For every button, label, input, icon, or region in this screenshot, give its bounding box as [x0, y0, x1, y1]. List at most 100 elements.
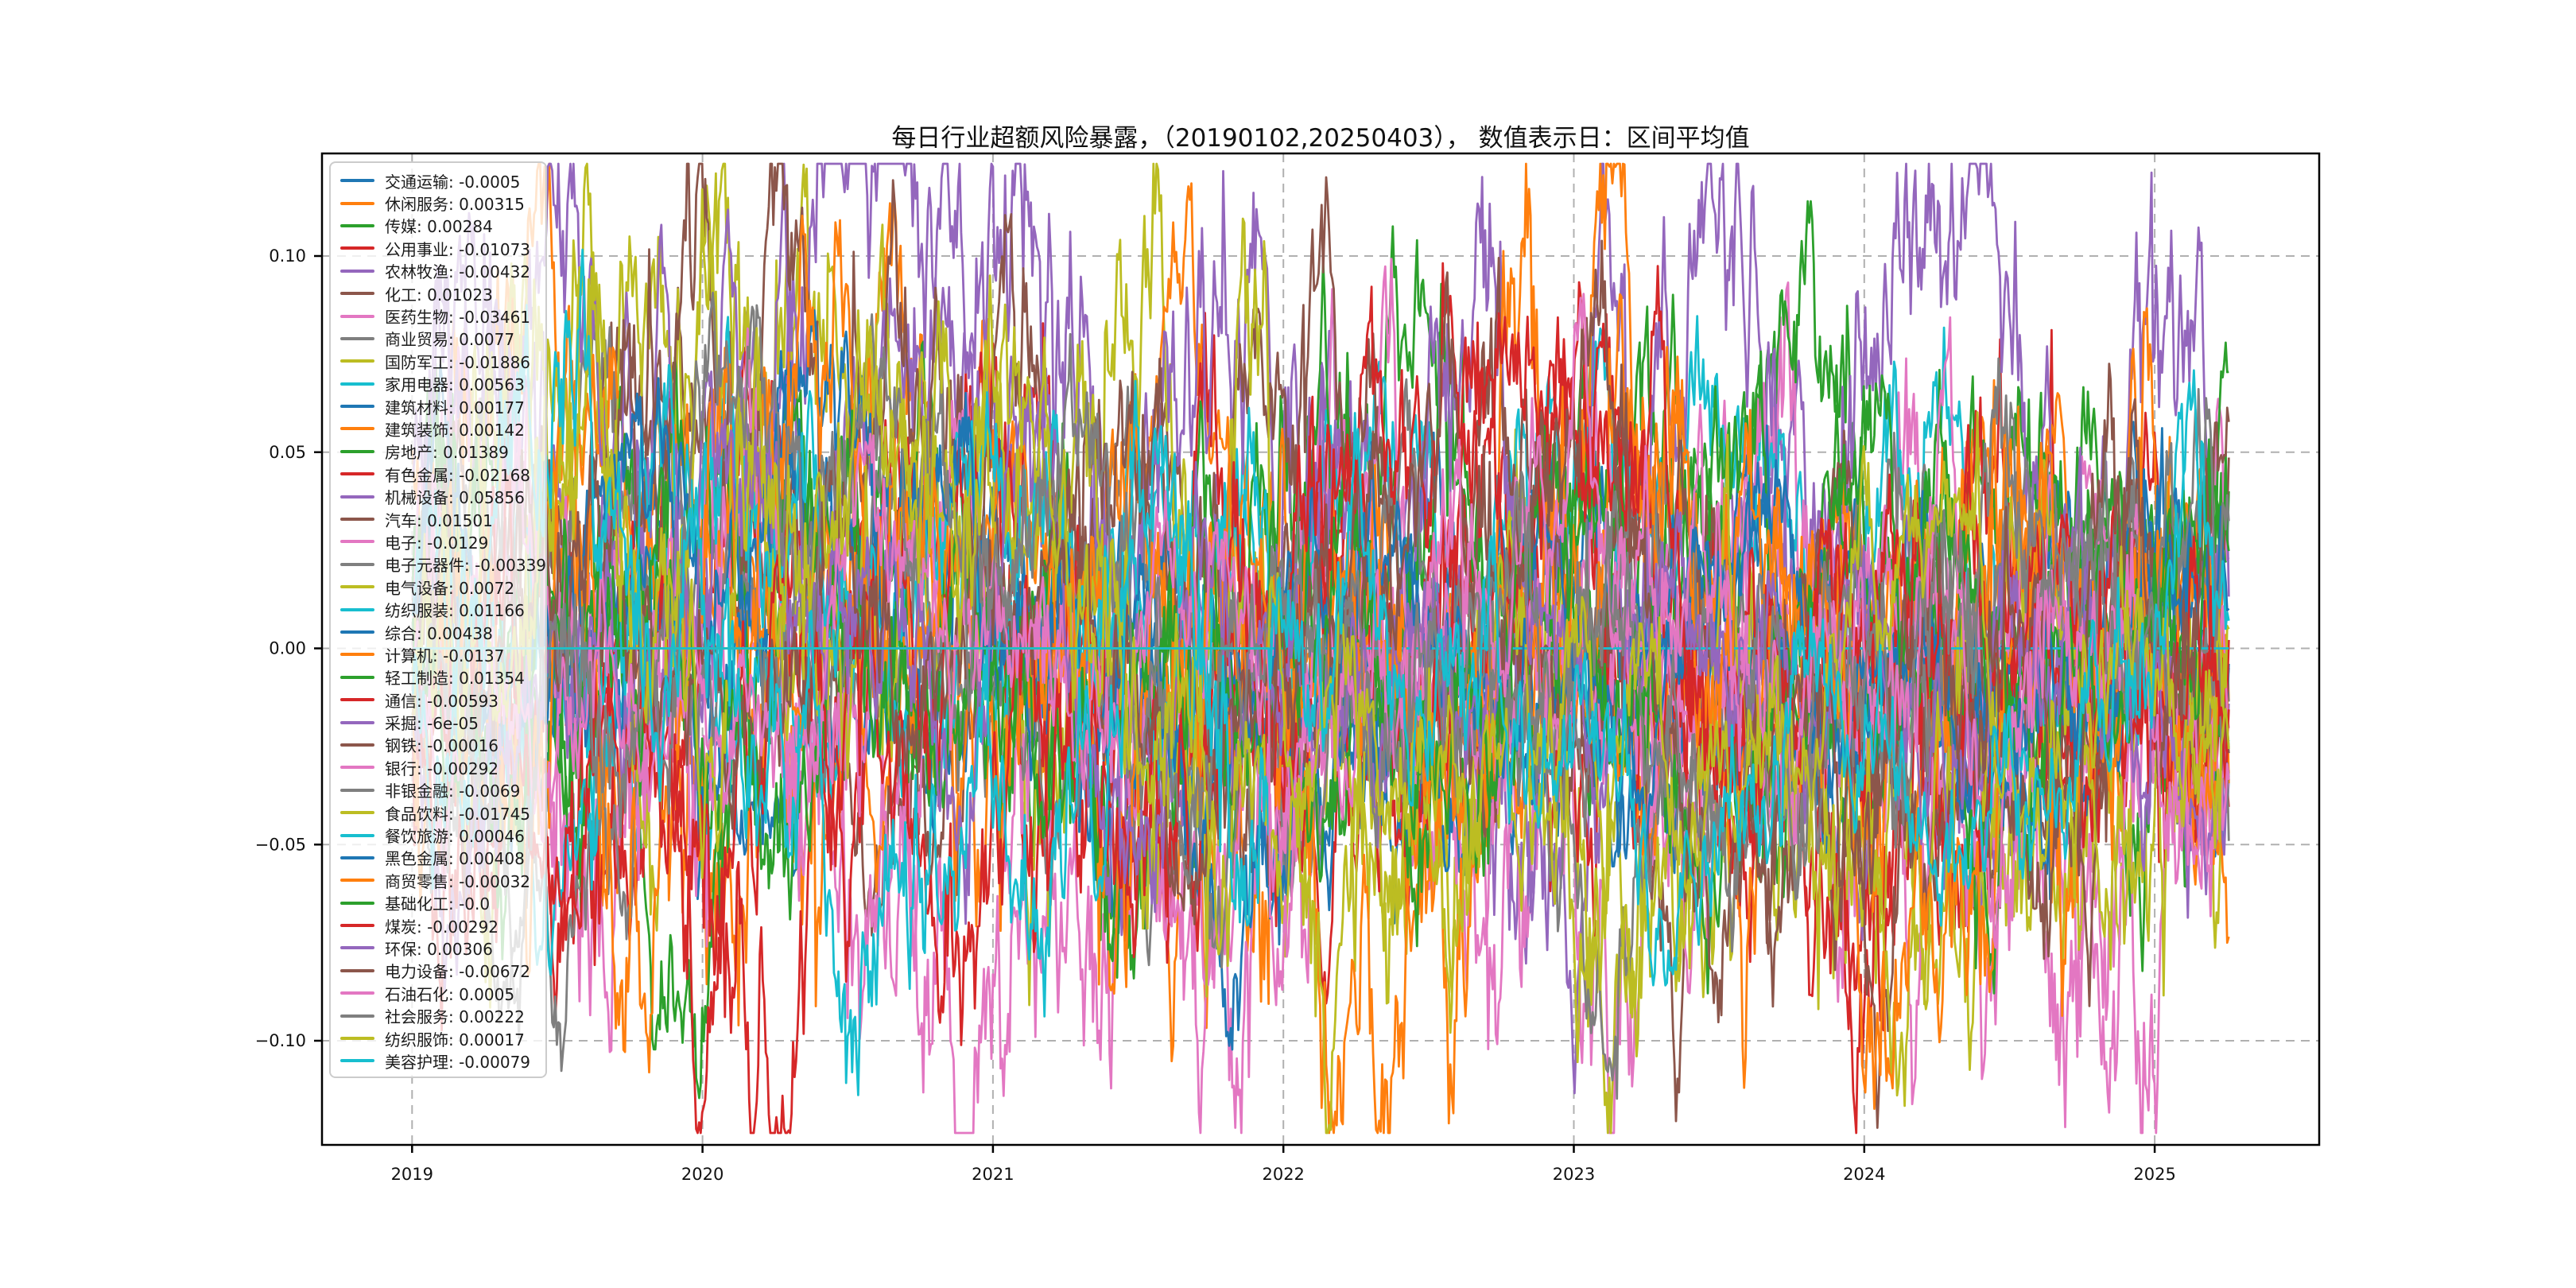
legend-item: 房地产: 0.01389: [340, 440, 536, 463]
legend-label: 化工: 0.01023: [385, 285, 493, 305]
legend-line-swatch: [340, 698, 374, 702]
legend-item: 电力设备: -0.00672: [340, 960, 536, 982]
legend-item: 农林牧渔: -0.00432: [340, 260, 536, 282]
legend-label: 食品饮料: -0.01745: [385, 804, 531, 824]
y-tick-label: 0.00: [269, 639, 306, 658]
legend-label: 纺织服饰: 0.00017: [385, 1030, 525, 1049]
y-tick-label: −0.10: [255, 1031, 306, 1050]
legend-item: 食品饮料: -0.01745: [340, 801, 536, 824]
legend-line-swatch: [340, 336, 374, 340]
legend-label: 电力设备: -0.00672: [385, 962, 531, 982]
legend-line-swatch: [340, 675, 374, 679]
legend-label: 采掘: -6e-05: [385, 714, 479, 734]
legend-item: 纺织服饰: 0.00017: [340, 1027, 536, 1049]
legend-item: 建筑装饰: 0.00142: [340, 417, 536, 440]
legend-item: 化工: 0.01023: [340, 282, 536, 305]
legend-item: 黑色金属: 0.00408: [340, 847, 536, 869]
y-tick-label: −0.05: [255, 835, 306, 854]
x-tick-label: 2023: [1553, 1165, 1595, 1184]
legend-line-swatch: [340, 382, 374, 386]
legend-line-swatch: [340, 1059, 374, 1063]
legend-item: 通信: -0.00593: [340, 689, 536, 711]
legend-item: 国防军工: -0.01886: [340, 350, 536, 372]
legend-line-swatch: [340, 495, 374, 499]
legend-item: 轻工制造: 0.01354: [340, 666, 536, 689]
legend-label: 社会服务: 0.00222: [385, 1007, 525, 1027]
legend-label: 银行: -0.00292: [385, 758, 499, 778]
legend-line-swatch: [340, 518, 374, 522]
legend-line-swatch: [340, 630, 374, 634]
legend-line-swatch: [340, 223, 374, 227]
legend-label: 纺织服装: 0.01166: [385, 601, 525, 621]
x-tick-label: 2020: [681, 1165, 724, 1184]
legend-line-swatch: [340, 743, 374, 747]
legend-label: 建筑装饰: 0.00142: [385, 421, 525, 440]
legend-line-swatch: [340, 179, 374, 183]
legend-label: 房地产: 0.01389: [385, 443, 509, 463]
legend-item: 纺织服装: 0.01166: [340, 598, 536, 620]
legend-line-swatch: [340, 946, 374, 950]
legend-line-swatch: [340, 562, 374, 566]
x-tick-label: 2019: [391, 1165, 433, 1184]
legend-item: 汽车: 0.01501: [340, 508, 536, 530]
legend-line-swatch: [340, 427, 374, 431]
series-line: [412, 265, 2230, 1135]
legend-item: 社会服务: 0.00222: [340, 1004, 536, 1026]
legend-label: 机械设备: 0.05856: [385, 488, 525, 508]
legend-label: 传媒: 0.00284: [385, 217, 493, 237]
legend-line-swatch: [340, 811, 374, 815]
legend-line-swatch: [340, 607, 374, 611]
legend-line-swatch: [340, 901, 374, 905]
legend-item: 医药生物: -0.03461: [340, 305, 536, 327]
legend-item: 环保: 0.00306: [340, 937, 536, 959]
legend-label: 电子: -0.0129: [385, 533, 489, 553]
legend-item: 综合: 0.00438: [340, 621, 536, 643]
legend-line-swatch: [340, 405, 374, 409]
x-tick-label: 2021: [972, 1165, 1014, 1184]
legend-label: 餐饮旅游: 0.00046: [385, 827, 525, 847]
legend-item: 电气设备: 0.0072: [340, 576, 536, 598]
legend-label: 商业贸易: 0.0077: [385, 330, 515, 350]
legend-item: 建筑材料: 0.00177: [340, 395, 536, 417]
legend-label: 建筑材料: 0.00177: [385, 398, 525, 417]
legend-label: 石油石化: 0.0005: [385, 984, 515, 1004]
legend-line-swatch: [340, 1037, 374, 1041]
legend-item: 商贸零售: -0.00032: [340, 869, 536, 891]
legend-line-swatch: [340, 1014, 374, 1018]
legend-item: 电子: -0.0129: [340, 530, 536, 553]
legend-item: 煤炭: -0.00292: [340, 914, 536, 937]
legend-label: 国防军工: -0.01886: [385, 352, 531, 372]
series-group: [412, 162, 2230, 1135]
legend-line-swatch: [340, 314, 374, 318]
x-tick-label: 2024: [1843, 1165, 1885, 1184]
legend-label: 通信: -0.00593: [385, 691, 499, 711]
legend-item: 休闲服务: 0.00315: [340, 192, 536, 214]
legend-label: 农林牧渔: -0.00432: [385, 262, 531, 282]
y-tick-label: 0.10: [269, 246, 306, 266]
legend-item: 商业贸易: 0.0077: [340, 328, 536, 350]
legend-label: 汽车: 0.01501: [385, 510, 493, 530]
legend-line-swatch: [340, 924, 374, 928]
legend-line-swatch: [340, 292, 374, 296]
legend-label: 轻工制造: 0.01354: [385, 669, 525, 689]
y-tick-label: 0.05: [269, 443, 306, 462]
legend-line-swatch: [340, 653, 374, 657]
series-line: [413, 369, 2230, 987]
legend-item: 基础化工: -0.0: [340, 892, 536, 914]
legend-line-swatch: [340, 269, 374, 273]
legend-label: 钢铁: -0.00016: [385, 736, 499, 756]
legend-item: 计算机: -0.0137: [340, 643, 536, 665]
legend-label: 交通运输: -0.0005: [385, 172, 521, 192]
legend-item: 采掘: -6e-05: [340, 711, 536, 733]
legend-line-swatch: [340, 788, 374, 792]
legend-item: 公用事业: -0.01073: [340, 237, 536, 259]
legend-line-swatch: [340, 991, 374, 995]
legend-line-swatch: [340, 855, 374, 859]
legend-item: 有色金属: -0.02168: [340, 463, 536, 485]
legend-line-swatch: [340, 585, 374, 589]
legend-label: 基础化工: -0.0: [385, 894, 491, 914]
legend-item: 机械设备: 0.05856: [340, 485, 536, 507]
legend-item: 非银金融: -0.0069: [340, 779, 536, 801]
legend: 交通运输: -0.0005 休闲服务: 0.00315 传媒: 0.00284 公用事…: [329, 161, 547, 1078]
